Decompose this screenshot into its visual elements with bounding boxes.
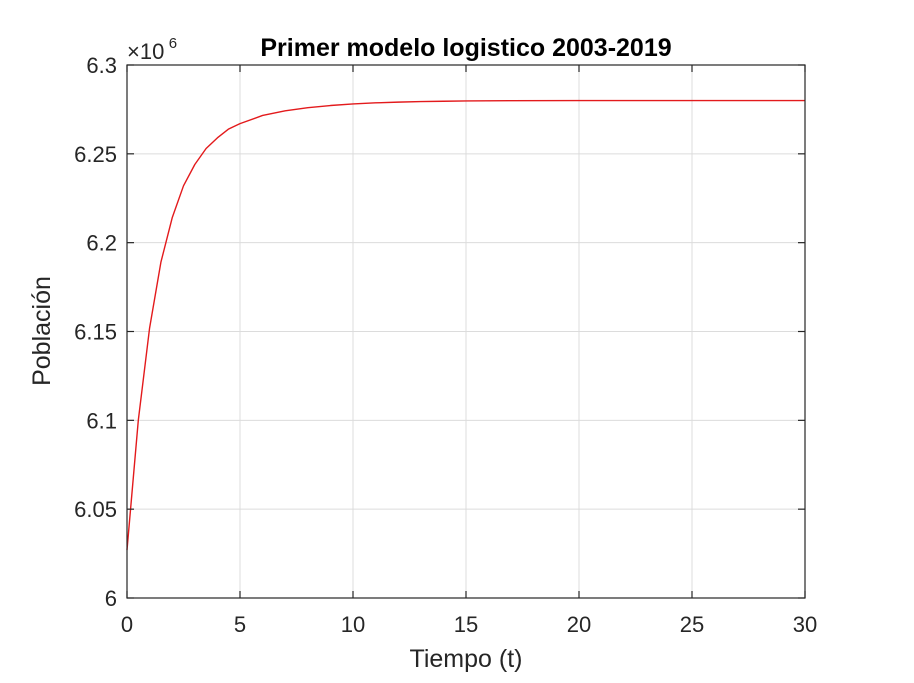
x-tick-label: 20	[567, 612, 591, 637]
x-tick-label: 25	[680, 612, 704, 637]
x-tick-label: 15	[454, 612, 478, 637]
y-tick-label: 6.25	[74, 142, 117, 167]
y-tick-label: 6.2	[86, 231, 117, 256]
chart-title: Primer modelo logistico 2003-2019	[260, 34, 671, 62]
ticks	[126, 64, 806, 599]
x-tick-label: 30	[793, 612, 817, 637]
y-exponent-power: 6	[169, 35, 177, 52]
x-tick-label: 5	[234, 612, 246, 637]
series-line	[126, 99, 805, 551]
y-axis-label: Población	[28, 276, 56, 386]
y-tick-labels: 6 6.05 6.1 6.15 6.2 6.25 6.3	[74, 53, 117, 611]
y-exponent-label: ×10 6	[127, 35, 177, 64]
x-axis-label: Tiempo (t)	[410, 645, 523, 673]
x-tick-label: 0	[121, 612, 133, 637]
y-tick-label: 6.1	[86, 408, 117, 433]
y-exponent-base: ×10	[127, 39, 164, 64]
y-tick-label: 6.15	[74, 320, 117, 345]
x-tick-label: 10	[341, 612, 365, 637]
y-tick-label: 6.3	[86, 53, 117, 78]
series-layer	[126, 99, 805, 551]
y-tick-label: 6	[105, 586, 117, 611]
y-tick-label: 6.05	[74, 497, 117, 522]
x-tick-labels: 0 5 10 15 20 25 30	[121, 612, 817, 637]
